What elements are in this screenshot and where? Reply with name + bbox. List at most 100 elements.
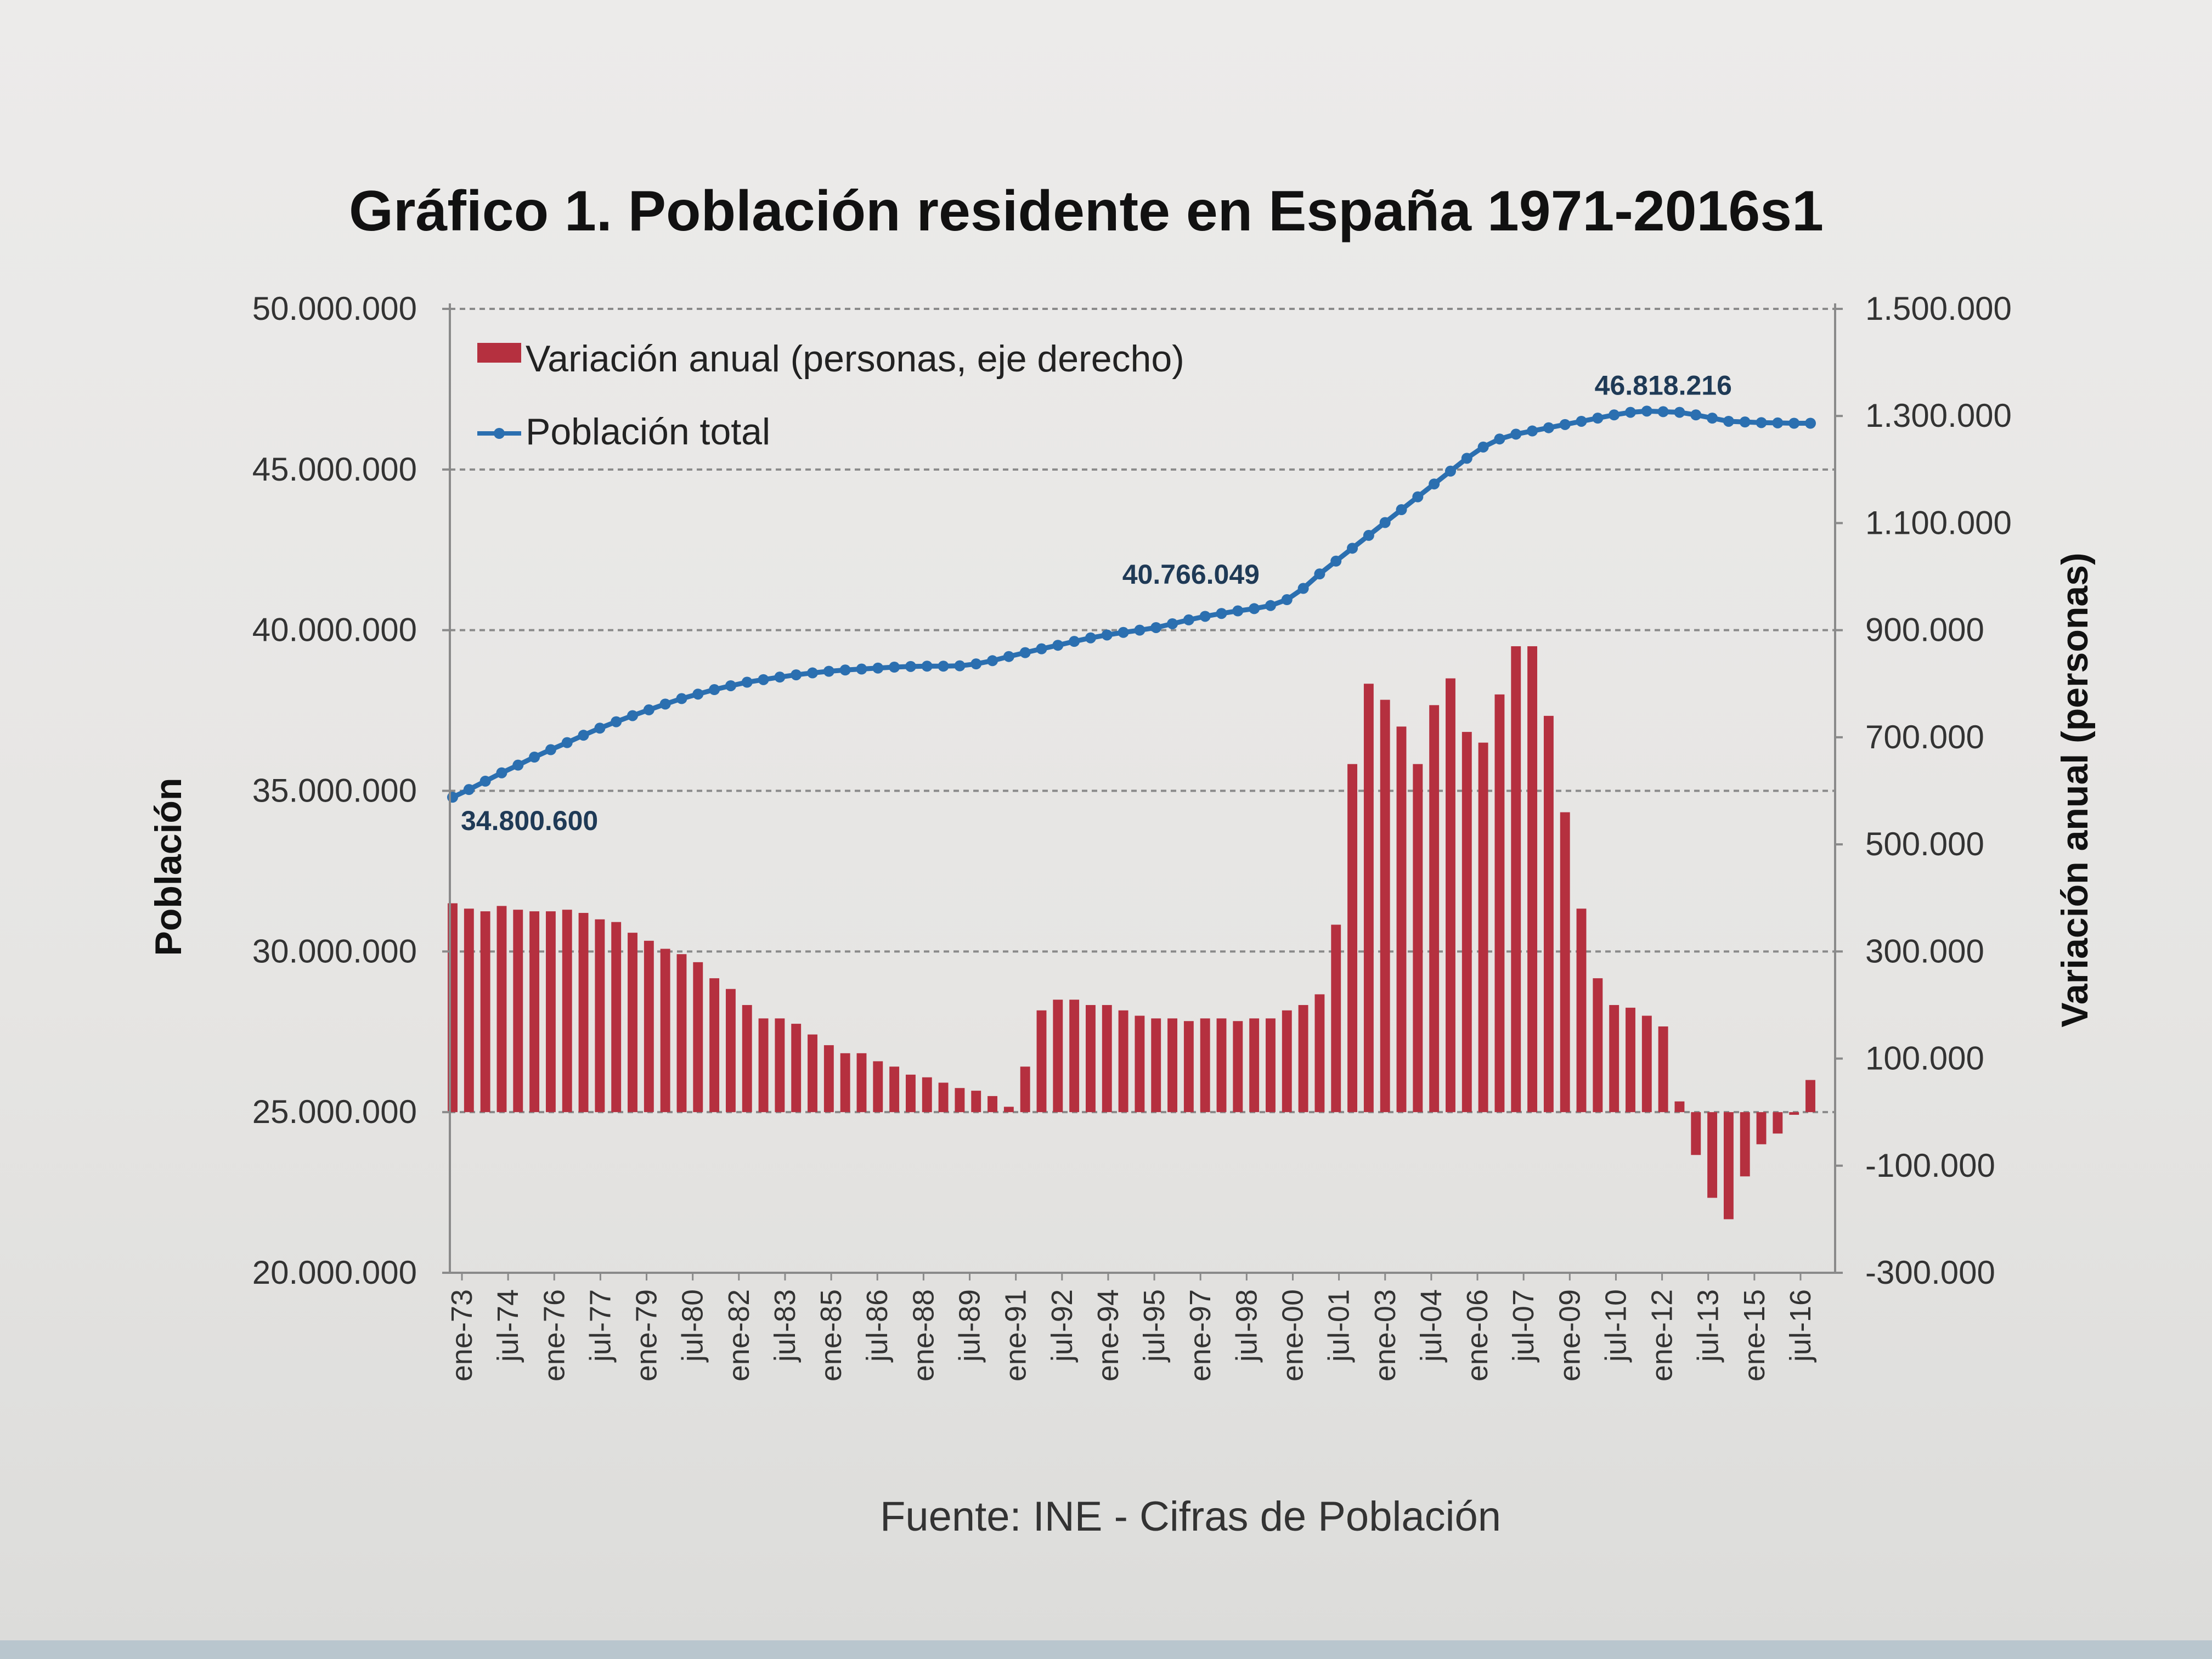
bar [513, 910, 523, 1113]
bar [988, 1096, 997, 1113]
line-point [905, 661, 916, 672]
line-point [1265, 600, 1276, 611]
bar [693, 962, 703, 1113]
line-point [1461, 453, 1472, 464]
line-point [1788, 417, 1800, 429]
bar [1626, 1007, 1635, 1113]
x-tick-label: ene-82 [723, 1289, 755, 1381]
bar [889, 1066, 900, 1113]
bar [1036, 1010, 1047, 1113]
bar [1609, 1005, 1620, 1113]
bar [1593, 978, 1603, 1113]
x-tick-label: ene-88 [907, 1289, 940, 1381]
bar [1151, 1018, 1161, 1113]
bar [529, 911, 540, 1113]
line-point [889, 662, 900, 673]
y2-tick-label: -100.000 [1865, 1147, 1995, 1184]
bar [725, 989, 736, 1113]
line-point [839, 664, 851, 676]
line-point [1543, 422, 1554, 433]
line-point [1559, 419, 1571, 430]
line-point [561, 737, 573, 748]
line-point [725, 680, 736, 691]
monitor-bezel [0, 1640, 2212, 1659]
line-point [1429, 478, 1440, 490]
bar [1543, 715, 1554, 1113]
x-tick-label: jul-01 [1323, 1289, 1356, 1363]
x-tick-label: ene-00 [1276, 1289, 1309, 1381]
bar [709, 978, 720, 1113]
line-point [1379, 517, 1391, 528]
bar [1282, 1010, 1292, 1113]
line-point [1707, 413, 1718, 424]
bar [823, 1045, 834, 1113]
grid-lines [450, 308, 1835, 1274]
line-point [611, 716, 622, 727]
line-point [627, 710, 639, 721]
x-tick-label: ene-03 [1369, 1289, 1402, 1381]
source-note: Fuente: INE - Cifras de Población [880, 1493, 1501, 1540]
y2-tick-label: 700.000 [1865, 719, 1984, 755]
bar [1298, 1005, 1308, 1113]
line-point [1477, 441, 1489, 453]
line-point [921, 661, 933, 672]
x-tick-label: jul-98 [1230, 1289, 1263, 1363]
bar [1135, 1015, 1145, 1113]
data-label: 46.818.216 [1595, 370, 1732, 400]
y-tick-label: 30.000.000 [252, 933, 417, 969]
legend-bar-swatch [477, 343, 521, 363]
bar [1200, 1018, 1210, 1113]
y-axis-label: Población [148, 778, 189, 956]
x-tick-label: ene-12 [1646, 1289, 1679, 1381]
line-point [1069, 636, 1080, 647]
line-point [1085, 632, 1096, 644]
bar [840, 1053, 850, 1113]
bar [1658, 1026, 1668, 1113]
line-point [938, 661, 949, 672]
line-point [692, 689, 704, 700]
legend-bar-label: Variación anual (personas, eje derecho) [526, 338, 1184, 380]
y2-tick-label: -300.000 [1865, 1254, 1995, 1291]
line-point [1805, 417, 1816, 429]
x-tick-label: jul-89 [953, 1289, 986, 1363]
right-axis-ticks: -300.000 -100.000 100.000 300.000 500.000 700… [1835, 290, 2012, 1291]
x-tick-label: ene-09 [1553, 1289, 1586, 1381]
bar [938, 1082, 949, 1113]
x-tick-label: jul-07 [1507, 1289, 1540, 1363]
line-point [1199, 611, 1211, 622]
y2-tick-label: 900.000 [1865, 612, 1984, 648]
bar [1494, 694, 1505, 1113]
line-point [1150, 622, 1162, 633]
legend: Variación anual (personas, eje derecho) … [477, 338, 1184, 453]
line-point [659, 698, 671, 710]
bar [676, 954, 687, 1113]
bar [1789, 1112, 1799, 1115]
line-point [479, 775, 491, 787]
line-point [1576, 415, 1587, 427]
bar [1674, 1101, 1685, 1113]
x-tick-label: ene-73 [445, 1289, 478, 1381]
line-point [1739, 416, 1751, 428]
line-point [496, 767, 507, 778]
bar [1478, 742, 1488, 1113]
y-tick-label: 45.000.000 [252, 451, 417, 488]
line-point [578, 730, 589, 741]
line-point [1396, 504, 1407, 516]
line-point [1101, 629, 1113, 641]
line-point [1412, 491, 1424, 503]
bar [1446, 678, 1455, 1113]
x-axis-ticks: ene-73 jul-74 ene-76 jul-77 ene-79 jul-80 ene-… [445, 1273, 1817, 1381]
line-point [1592, 413, 1604, 424]
bar [742, 1005, 752, 1113]
bar [1216, 1018, 1227, 1113]
y2-axis-label: Variación anual (personas) [2054, 552, 2096, 1027]
x-tick-label: ene-76 [538, 1289, 571, 1381]
x-tick-label: ene-15 [1738, 1289, 1771, 1381]
x-tick-label: jul-86 [861, 1289, 894, 1363]
bar [758, 1018, 769, 1113]
bar [1560, 812, 1570, 1113]
bar [1086, 1005, 1096, 1113]
line-point [1167, 618, 1178, 629]
bar [1003, 1107, 1014, 1113]
